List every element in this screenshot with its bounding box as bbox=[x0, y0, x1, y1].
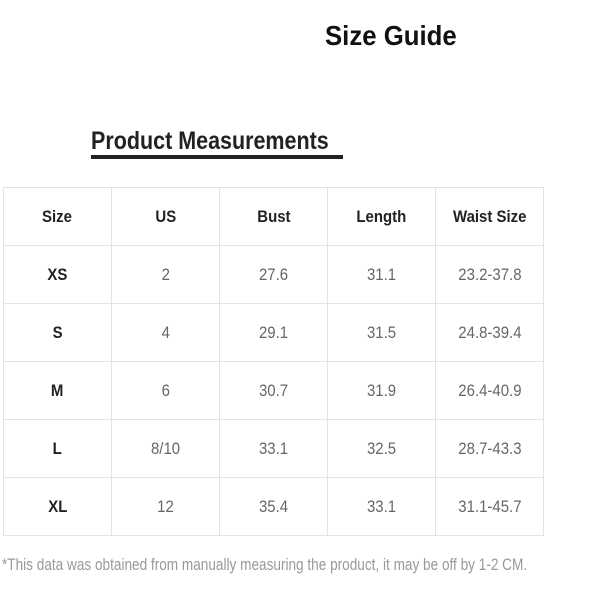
table-cell: 33.1 bbox=[219, 419, 328, 478]
cell-text: 4 bbox=[161, 322, 170, 342]
table-cell: 31.9 bbox=[327, 361, 436, 420]
cell-text: XS bbox=[47, 264, 68, 284]
table-row: S 4 29.1 31.5 24.8-39.4 bbox=[3, 303, 544, 362]
cell-text: 32.5 bbox=[366, 438, 397, 458]
table-cell: L bbox=[3, 419, 112, 478]
header-cell: Length bbox=[327, 187, 436, 246]
cell-text: 31.5 bbox=[366, 322, 397, 342]
cell-text: Length bbox=[356, 206, 407, 226]
table-row: XL 12 35.4 33.1 31.1-45.7 bbox=[3, 477, 544, 536]
table-cell: 6 bbox=[111, 361, 220, 420]
cell-text: 29.1 bbox=[258, 322, 289, 342]
table-cell: 28.7-43.3 bbox=[435, 419, 544, 478]
table-header-row: Size US Bust Length Waist Size bbox=[3, 187, 544, 246]
header-cell: Bust bbox=[219, 187, 328, 246]
cell-text: 8/10 bbox=[150, 438, 181, 458]
cell-text: Size bbox=[42, 206, 73, 226]
cell-text: 2 bbox=[161, 264, 170, 284]
table-row: XS 2 27.6 31.1 23.2-37.8 bbox=[3, 245, 544, 304]
table-cell: S bbox=[3, 303, 112, 362]
table-cell: 23.2-37.8 bbox=[435, 245, 544, 304]
table-cell: 8/10 bbox=[111, 419, 220, 478]
table-cell: 29.1 bbox=[219, 303, 328, 362]
page-title: Size Guide bbox=[325, 20, 457, 51]
section-title-underline bbox=[91, 155, 343, 159]
table-cell: 35.4 bbox=[219, 477, 328, 536]
cell-text: 30.7 bbox=[258, 380, 289, 400]
table-cell: 27.6 bbox=[219, 245, 328, 304]
cell-text: M bbox=[51, 380, 64, 400]
header-cell: Waist Size bbox=[435, 187, 544, 246]
cell-text: 12 bbox=[157, 496, 174, 516]
cell-text: Waist Size bbox=[452, 206, 527, 226]
table-cell: 26.4-40.9 bbox=[435, 361, 544, 420]
cell-text: 27.6 bbox=[258, 264, 289, 284]
table-cell: 33.1 bbox=[327, 477, 436, 536]
cell-text: S bbox=[52, 322, 63, 342]
table-cell: M bbox=[3, 361, 112, 420]
table-row: M 6 30.7 31.9 26.4-40.9 bbox=[3, 361, 544, 420]
cell-text: 31.1 bbox=[366, 264, 397, 284]
section-title: Product Measurements bbox=[91, 127, 329, 155]
size-table: Size US Bust Length Waist Size XS 2 27.6 31.1 23.… bbox=[3, 187, 544, 536]
table-cell: 31.5 bbox=[327, 303, 436, 362]
cell-text: 33.1 bbox=[258, 438, 289, 458]
table-cell: 24.8-39.4 bbox=[435, 303, 544, 362]
cell-text: 33.1 bbox=[366, 496, 397, 516]
table-cell: 30.7 bbox=[219, 361, 328, 420]
table-cell: 31.1 bbox=[327, 245, 436, 304]
cell-text: 6 bbox=[161, 380, 170, 400]
footnote: *This data was obtained from manually me… bbox=[2, 555, 528, 574]
table-row: L 8/10 33.1 32.5 28.7-43.3 bbox=[3, 419, 544, 478]
cell-text: Bust bbox=[256, 206, 291, 226]
table-cell: 32.5 bbox=[327, 419, 436, 478]
table-cell: 31.1-45.7 bbox=[435, 477, 544, 536]
table-cell: XL bbox=[3, 477, 112, 536]
table-cell: 2 bbox=[111, 245, 220, 304]
cell-text: 26.4-40.9 bbox=[457, 380, 522, 400]
cell-text: US bbox=[155, 206, 176, 226]
cell-text: 31.1-45.7 bbox=[457, 496, 522, 516]
table-cell: 4 bbox=[111, 303, 220, 362]
cell-text: 35.4 bbox=[258, 496, 289, 516]
cell-text: 28.7-43.3 bbox=[457, 438, 522, 458]
cell-text: L bbox=[52, 438, 63, 458]
cell-text: 23.2-37.8 bbox=[457, 264, 522, 284]
cell-text: 31.9 bbox=[366, 380, 397, 400]
cell-text: XL bbox=[47, 496, 68, 516]
table-cell: XS bbox=[3, 245, 112, 304]
header-cell: Size bbox=[3, 187, 112, 246]
header-cell: US bbox=[111, 187, 220, 246]
cell-text: 24.8-39.4 bbox=[457, 322, 522, 342]
table-cell: 12 bbox=[111, 477, 220, 536]
